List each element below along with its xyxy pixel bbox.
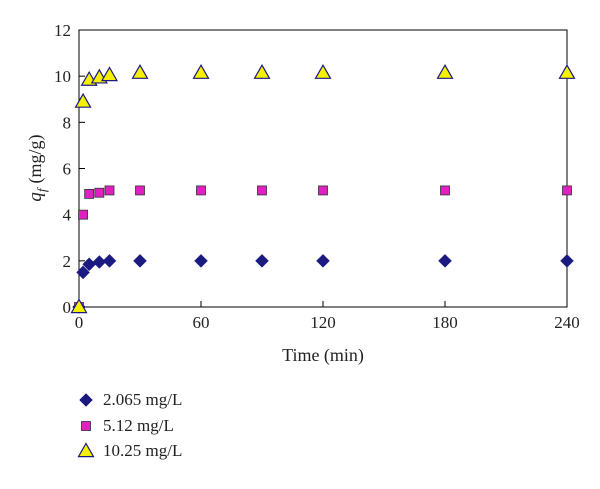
y-tick-label: 4: [63, 206, 72, 225]
y-axis-symbol: q: [25, 192, 46, 202]
diamond-point: [255, 253, 269, 268]
series-2: [74, 185, 572, 312]
square-point: [135, 185, 145, 196]
y-tick-label: 12: [54, 21, 71, 40]
x-axis-label: Time (min): [282, 345, 364, 366]
diamond-point: [102, 253, 117, 268]
diamond-point: [438, 253, 452, 268]
legend-square-icon: [81, 421, 91, 431]
legend-diamond-icon: [79, 393, 93, 407]
x-tick-label: 240: [554, 313, 580, 332]
square-point: [84, 188, 95, 199]
triangle-point: [314, 63, 332, 79]
legend-item: 5.12 mg/L: [81, 416, 174, 435]
x-tick-label: 120: [310, 313, 336, 332]
triangle-point: [192, 63, 210, 79]
y-tick-label: 2: [63, 252, 72, 271]
square-point: [94, 187, 105, 198]
y-axis-subscript: f: [34, 186, 49, 192]
square-point: [104, 185, 115, 196]
series-3: [70, 63, 576, 314]
square-point: [78, 209, 88, 220]
triangle-point: [253, 63, 271, 79]
square-point: [562, 185, 572, 196]
square-point: [318, 185, 328, 196]
y-tick-label: 8: [63, 113, 72, 132]
y-tick-label: 10: [54, 67, 71, 86]
y-tick-label: 6: [63, 160, 72, 179]
x-tick-label: 0: [75, 313, 84, 332]
legend-item: 2.065 mg/L: [79, 390, 182, 409]
y-tick-label: 0: [63, 298, 72, 317]
diamond-point: [316, 253, 330, 268]
triangle-point: [74, 92, 92, 108]
diamond-point: [194, 253, 208, 268]
legend-triangle-icon: [77, 442, 95, 458]
legend: 2.065 mg/L 5.12 mg/L 10.25 mg/L: [77, 390, 182, 460]
legend-item: 10.25 mg/L: [77, 441, 182, 460]
data-points: [70, 63, 576, 314]
square-point: [440, 185, 450, 196]
x-tick-label: 60: [193, 313, 210, 332]
triangle-point: [436, 63, 454, 79]
x-tick-label: 180: [432, 313, 458, 332]
triangle-point: [558, 63, 576, 79]
legend-label: 2.065 mg/L: [103, 390, 182, 409]
square-point: [196, 185, 206, 196]
y-axis-unit: (mg/g): [25, 134, 46, 183]
tick-labels: 0 60 120 180 240 0 2 4 6 8 10 12: [54, 21, 580, 332]
triangle-point: [70, 298, 88, 314]
diamond-point: [76, 265, 90, 280]
triangle-point: [100, 66, 119, 82]
diamond-point: [133, 253, 147, 268]
y-axis-label: qf (mg/g): [25, 134, 49, 201]
triangle-point: [131, 63, 149, 79]
legend-label: 5.12 mg/L: [103, 416, 174, 435]
square-point: [257, 185, 267, 196]
legend-label: 10.25 mg/L: [103, 441, 182, 460]
diamond-point: [560, 253, 574, 268]
